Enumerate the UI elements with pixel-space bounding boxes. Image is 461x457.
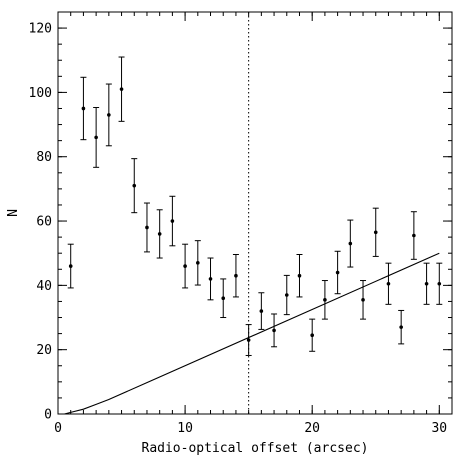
y-tick-label: 0 xyxy=(44,408,52,423)
y-tick-label: 100 xyxy=(29,86,52,101)
data-point xyxy=(284,293,289,297)
x-axis-label: Radio-optical offset (arcsec) xyxy=(142,441,369,456)
data-point xyxy=(157,232,162,236)
data-point xyxy=(272,328,276,333)
data-point xyxy=(183,264,187,268)
y-tick-label: 40 xyxy=(36,279,52,294)
data-point xyxy=(386,281,391,286)
data-point xyxy=(399,325,403,329)
data-point xyxy=(234,273,238,278)
y-tick-label: 20 xyxy=(36,343,52,358)
data-point xyxy=(335,270,340,275)
series-line xyxy=(64,252,440,415)
x-tick-label: 20 xyxy=(304,421,320,436)
data-point xyxy=(107,113,111,117)
data-points xyxy=(67,56,443,356)
data-point xyxy=(259,309,264,313)
data-point xyxy=(323,298,327,302)
x-tick-label: 10 xyxy=(177,421,193,436)
data-point xyxy=(424,281,429,286)
model-line xyxy=(64,252,440,415)
data-point xyxy=(208,277,213,281)
tick-labels: 0 10 20 30 0 20 40 60 80 100 120 xyxy=(29,22,448,436)
data-point xyxy=(348,241,353,246)
minor-ticks xyxy=(57,11,453,415)
data-point xyxy=(81,106,86,111)
plot-frame xyxy=(57,11,453,415)
y-tick-label: 120 xyxy=(29,22,52,37)
data-point xyxy=(246,338,251,342)
data-point xyxy=(297,273,302,278)
x-tick-label: 30 xyxy=(431,421,447,436)
data-point xyxy=(132,183,137,188)
y-tick-label: 80 xyxy=(36,150,52,165)
data-point xyxy=(145,225,149,230)
data-point xyxy=(437,281,442,286)
x-tick-label: 0 xyxy=(54,421,62,436)
major-ticks xyxy=(57,12,452,415)
y-axis-label: N xyxy=(6,209,21,217)
data-point xyxy=(68,264,73,268)
y-tick-label: 60 xyxy=(36,215,52,230)
data-point xyxy=(94,135,98,140)
data-point xyxy=(373,230,378,235)
data-point xyxy=(221,296,226,301)
data-point xyxy=(412,233,416,238)
data-point xyxy=(196,261,200,265)
data-point xyxy=(119,87,124,91)
data-point xyxy=(361,298,365,302)
data-point xyxy=(170,219,175,223)
data-point xyxy=(310,333,314,338)
